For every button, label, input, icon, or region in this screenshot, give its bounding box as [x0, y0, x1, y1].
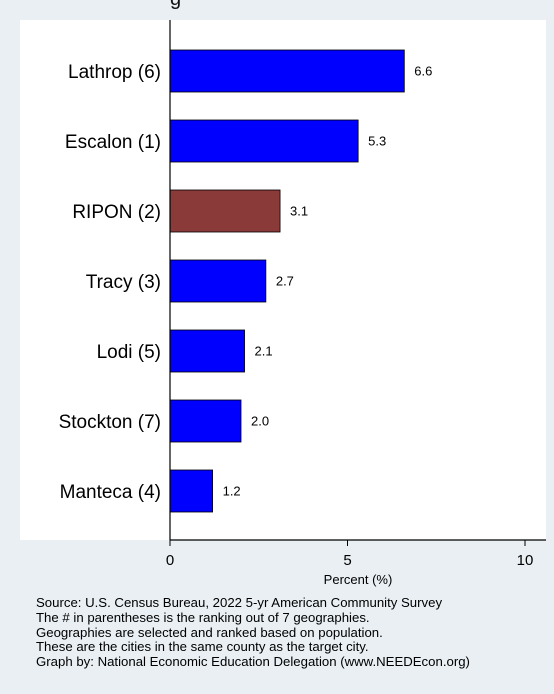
note-line: Graph by: National Economic Education De…: [36, 654, 470, 670]
bar-lodi: [169, 329, 245, 373]
note-line: Source: U.S. Census Bureau, 2022 5-yr Am…: [36, 595, 443, 610]
category-label: Manteca (4): [60, 482, 161, 503]
bar-escalon: [169, 119, 359, 163]
value-label: 5.3: [368, 134, 386, 149]
category-label: Escalon (1): [65, 132, 161, 153]
value-label: 6.6: [414, 64, 432, 79]
x-tick-label: 0: [166, 552, 174, 569]
note-line: The # in parentheses is the ranking out …: [36, 609, 370, 625]
bar-tracy: [169, 259, 267, 303]
plot-area: [20, 20, 546, 540]
value-label: 2.0: [251, 414, 269, 429]
x-ticks-layer: 0 5 10: [166, 540, 534, 569]
category-label: Stockton (7): [59, 412, 161, 433]
chart-title-fragment: g: [170, 0, 181, 11]
category-label: RIPON (2): [72, 202, 161, 223]
bars-layer: [169, 49, 405, 513]
x-tick-label: 5: [343, 552, 351, 569]
bar-ripon: [169, 189, 281, 233]
value-label: 2.7: [276, 274, 294, 289]
source-notes: Source: U.S. Census Bureau, 2022 5-yr Am…: [36, 595, 470, 670]
value-labels-layer: 6.6 5.3 3.1 2.7 2.1 2.0 1.2: [223, 64, 433, 499]
bar-manteca: [169, 469, 213, 513]
note-line: Geographies are selected and ranked base…: [36, 624, 383, 640]
category-labels-layer: Lathrop (6) Escalon (1) RIPON (2) Tracy (3)…: [59, 62, 161, 503]
bar-lathrop: [169, 49, 405, 93]
category-label: Lathrop (6): [68, 62, 161, 83]
x-axis-label: Percent (%): [324, 572, 393, 587]
value-label: 1.2: [223, 484, 241, 499]
value-label: 3.1: [290, 204, 308, 219]
bar-stockton: [169, 399, 242, 443]
category-label: Tracy (3): [86, 272, 161, 293]
x-tick-label: 10: [517, 552, 534, 569]
category-label: Lodi (5): [97, 342, 161, 363]
note-line: These are the cities in the same county …: [36, 639, 369, 655]
value-label: 2.1: [255, 344, 273, 359]
